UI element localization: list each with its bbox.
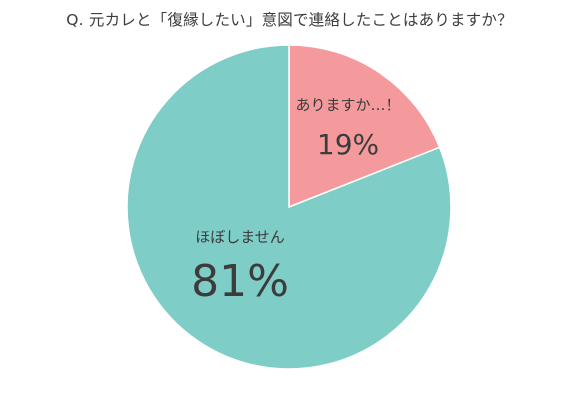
slice-value-label-2: 81% (191, 256, 289, 307)
pie-slice-2 (126, 44, 452, 370)
slice-category-label-1: ありますか…！ (295, 96, 400, 114)
chart-title: Q. 元カレと「復縁したい」意図で連絡したことはありますか？ (66, 11, 513, 29)
slice-category-label-2: ほぼしません (195, 228, 285, 246)
slice-value-label-1: 19% (317, 128, 379, 161)
pie-slice-1 (288, 44, 441, 209)
